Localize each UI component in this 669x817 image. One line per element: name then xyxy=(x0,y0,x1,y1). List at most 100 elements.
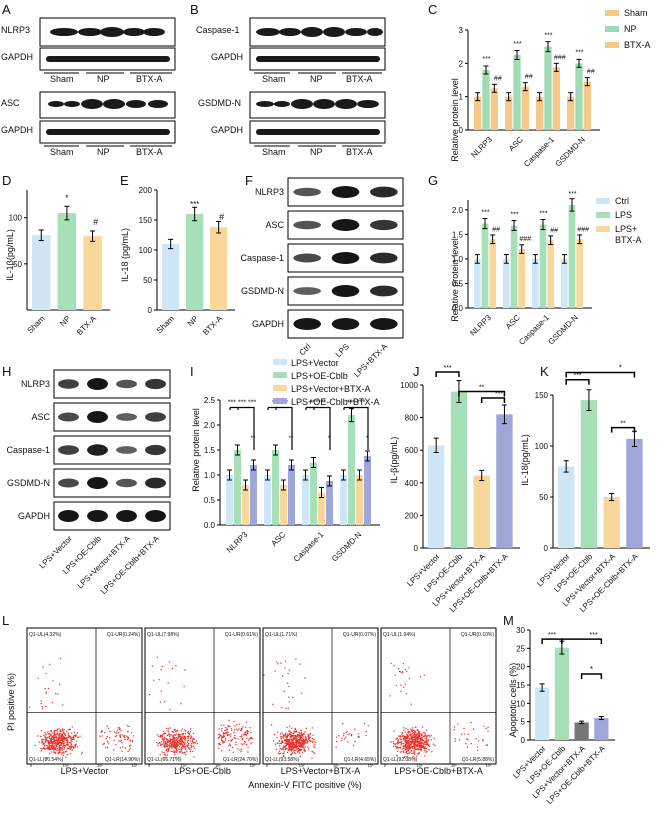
flow-event xyxy=(221,750,223,752)
x-tick-label: Sham xyxy=(155,314,176,335)
flow-event xyxy=(281,707,283,709)
flow-event xyxy=(223,724,225,726)
flow-event xyxy=(171,736,173,738)
flow-event xyxy=(148,693,151,696)
flow-event xyxy=(415,740,417,742)
x-tick-label: 10⁵ xyxy=(215,763,221,768)
flow-event xyxy=(53,736,55,739)
flow-event xyxy=(62,704,64,706)
y-tick-label: 100 xyxy=(9,214,23,223)
flow-event xyxy=(293,750,295,752)
flow-event xyxy=(54,735,56,737)
flow-event xyxy=(454,738,456,740)
flow-event xyxy=(53,729,56,732)
flow-event xyxy=(168,739,170,742)
flow-event xyxy=(418,731,420,733)
flow-event xyxy=(74,746,76,748)
flow-event xyxy=(406,736,408,738)
flow-event xyxy=(296,740,298,743)
flow-event xyxy=(129,747,131,749)
flow-event xyxy=(169,739,172,741)
flow-event xyxy=(226,731,229,733)
flow-event xyxy=(398,735,400,737)
y-tick-label: 50 xyxy=(539,493,548,502)
flow-event xyxy=(467,739,469,741)
flow-event xyxy=(289,732,291,734)
flow-event xyxy=(46,745,48,747)
flow-event xyxy=(396,747,398,750)
flow-event xyxy=(187,739,190,742)
flow-event xyxy=(73,738,75,740)
flow-event xyxy=(56,743,58,745)
bar-NP xyxy=(57,213,77,310)
flow-event xyxy=(118,740,120,742)
bar-Caspase-1-LPS+OE-Cblb+BTX-A xyxy=(326,481,333,525)
flow-event xyxy=(293,751,296,753)
significance-marker: *** xyxy=(495,391,503,398)
flow-event xyxy=(417,749,419,751)
significance-marker: *** xyxy=(575,49,583,56)
flow-event xyxy=(181,744,183,746)
flow-event xyxy=(184,739,187,741)
flow-event xyxy=(187,732,190,734)
flow-event xyxy=(173,750,175,752)
flow-event xyxy=(343,738,346,740)
flow-event xyxy=(290,753,293,756)
flow-event xyxy=(124,738,126,741)
quadrant-lr: Q1-LR(4.65%) xyxy=(344,757,377,763)
flow-event xyxy=(50,748,52,750)
flow-event xyxy=(294,735,296,737)
panel-D-label: D xyxy=(2,173,11,188)
bar-NLRP3-BTX-A xyxy=(490,88,498,130)
flow-event xyxy=(63,740,65,742)
flow-event xyxy=(417,733,419,735)
flow-event xyxy=(402,739,404,741)
flow-event xyxy=(424,740,426,742)
flow-event xyxy=(340,740,342,742)
flow-event xyxy=(184,743,186,746)
x-tick-label: 0 xyxy=(148,763,151,768)
chart-K: 050100150LPS+VectorLPS+OE-CblbLPS+Vector… xyxy=(535,364,650,614)
flow-event xyxy=(172,735,175,737)
flow-event xyxy=(404,747,406,749)
band xyxy=(58,412,79,422)
flow-event xyxy=(285,707,287,710)
flow-event xyxy=(172,736,175,738)
flow-event xyxy=(68,747,71,749)
significance-bracket xyxy=(565,371,636,378)
flow-event xyxy=(415,748,418,750)
flow-event xyxy=(295,747,297,749)
flow-event xyxy=(184,741,186,744)
flow-event xyxy=(434,744,436,747)
flow-event xyxy=(45,672,47,675)
flow-event xyxy=(242,737,244,739)
flow-event xyxy=(70,742,72,744)
bar-LPS+OE-Cblb+BTX-A xyxy=(594,718,609,740)
flow-event xyxy=(240,750,242,753)
flow-event xyxy=(177,733,179,736)
flow-event xyxy=(300,743,302,745)
significance-marker: ### xyxy=(554,54,566,61)
flow-event xyxy=(164,740,167,743)
blot-B-caspase1: Caspase-1 xyxy=(196,17,386,47)
flow-event xyxy=(402,750,405,752)
y-tick-label: 100 xyxy=(139,246,153,255)
bar-LPS+OE-Cblb xyxy=(554,647,569,740)
flow-event xyxy=(463,727,465,730)
flow-event xyxy=(218,728,220,730)
flow-event xyxy=(180,741,182,743)
flow-event xyxy=(51,751,53,753)
flow-event xyxy=(409,734,411,736)
flow-event xyxy=(283,748,285,751)
y-tick-label: 0 xyxy=(148,306,153,315)
flow-event xyxy=(157,735,160,737)
flow-event xyxy=(430,734,432,736)
blot-label: GSDMD-N xyxy=(241,286,284,296)
flow-event xyxy=(224,729,226,732)
bar-GSDMD-N-Ctrl xyxy=(561,258,568,308)
flow-event xyxy=(417,744,419,746)
flow-event xyxy=(61,753,63,755)
x-tick-label: NLRP3 xyxy=(469,135,494,160)
bar-BTX-A xyxy=(83,236,102,310)
band xyxy=(87,411,108,423)
